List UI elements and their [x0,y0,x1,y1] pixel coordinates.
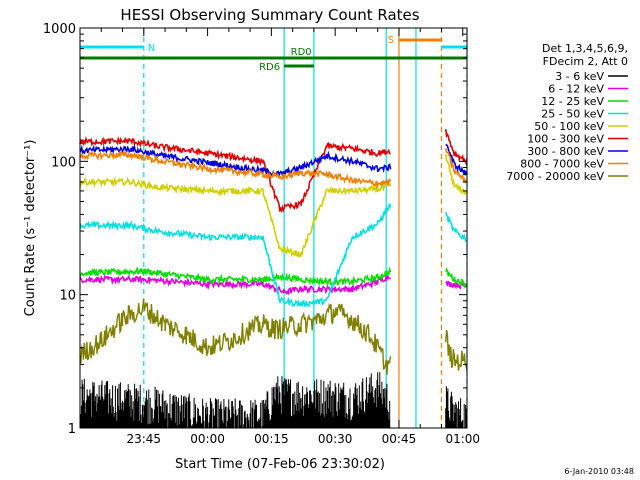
flag-label-rd6: RD6 [259,62,280,73]
legend-entry-label-7: 800 - 7000 keV [520,158,604,171]
series-line-5 [79,129,468,214]
legend-entry-label-2: 12 - 25 keV [541,95,604,108]
y-tick-label-2: 100 [51,155,76,170]
legend-entry-label-0: 3 - 6 keV [555,70,604,83]
axes: 23:45 00:00 00:15 00:30 00:45 01:00 1 10 100 1000 [43,22,480,446]
y-tick-label-3: 1000 [43,22,76,37]
legend-entry-label-3: 25 - 50 keV [541,108,604,121]
series-line-7 [79,148,468,189]
series-line-1 [79,273,468,296]
x-tick-label-4: 00:45 [382,432,417,446]
x-tick-label-0: 23:45 [126,432,161,446]
flag-label-rd0: RD0 [291,47,312,58]
series-line-2 [79,266,468,289]
plot-frame [79,27,468,429]
flag-label-s: S [388,35,394,46]
legend-entry-label-4: 50 - 100 keV [534,120,604,133]
chart-title: HESSI Observing Summary Count Rates [120,6,419,24]
y-tick-label-1: 10 [59,289,76,304]
x-tick-label-5: 01:00 [445,432,480,446]
generated-timestamp: 6-Jan-2010 03:48 [564,467,634,476]
flag-label-n: N [148,43,155,54]
x-tick-label-3: 00:30 [318,432,353,446]
legend-header-0: Det 1,3,4,5,6,9, [542,42,628,55]
legend-entry-label-6: 300 - 800 keV [527,145,604,158]
series-line-4 [79,154,468,258]
x-tick-label-1: 00:00 [190,432,225,446]
x-axis-label: Start Time (07-Feb-06 23:30:02) [175,457,385,472]
series-line-6 [79,143,468,178]
series-line-8 [79,298,468,375]
y-axis-label: Count Rate (s⁻¹ detector⁻¹) [23,140,38,317]
legend-entry-label-1: 6 - 12 keV [548,83,604,96]
x-tick-label-2: 00:15 [254,432,289,446]
legend-header-1: FDecim 2, Att 0 [543,55,628,68]
series-line-3 [79,203,468,308]
legend-entry-label-8: 7000 - 20000 keV [506,170,604,183]
y-tick-label-0: 1 [68,422,76,437]
legend: Det 1,3,4,5,6,9,FDecim 2, Att 0 3 - 6 keV… [506,42,628,183]
legend-entry-label-5: 100 - 300 keV [527,133,604,146]
